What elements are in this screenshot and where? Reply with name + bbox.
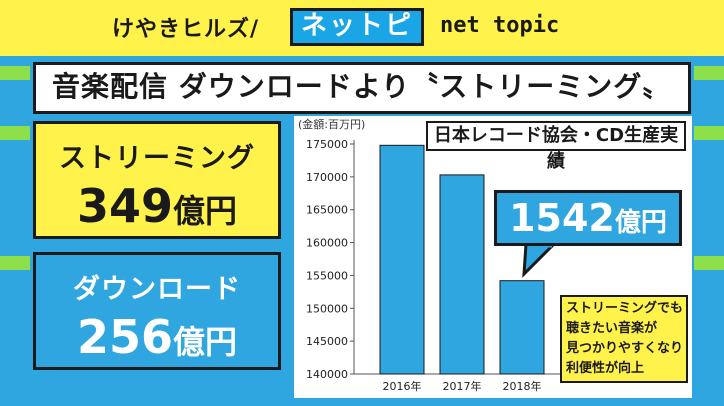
y-tick-label: 140000 [306, 368, 348, 381]
note-line: 見つかりやすくなり [566, 341, 684, 356]
y-tick-label: 165000 [306, 204, 348, 217]
y-tick-label: 160000 [306, 237, 348, 250]
callout-unit: 億円 [614, 208, 667, 238]
y-axis-label: (金額:百万円) [298, 117, 365, 131]
callout-total: 1542億円 [494, 190, 682, 246]
note-line: ストリーミングでも [566, 301, 684, 316]
decor-stripe [0, 66, 30, 80]
download-value: 256 [76, 310, 173, 364]
x-tick-label: 2018年 [503, 379, 542, 393]
streaming-stat-card: ストリーミング 349億円 [33, 121, 281, 239]
bar [499, 280, 545, 375]
source-label: 日本レコード協会・CD生産実績 [426, 121, 686, 172]
streaming-value-row: 349億円 [36, 179, 278, 233]
bar-chart: (金額:百万円) 140000 145000 150000 155000 160000 16… [298, 117, 564, 393]
header-bar: けやきヒルズ/ ネットピ net topic [0, 0, 724, 56]
download-label: ダウンロード [73, 274, 241, 305]
decor-stripe [694, 126, 724, 140]
x-tick-label: 2017年 [443, 379, 482, 393]
streaming-label: ストリーミング [59, 143, 255, 174]
streaming-value: 349 [76, 179, 173, 233]
download-stat-card: ダウンロード 256億円 [33, 252, 281, 370]
page-title: 音楽配信 ダウンロードより〝ストリーミング〟 [33, 62, 691, 114]
y-tick-label: 175000 [306, 138, 348, 151]
download-unit: 億円 [173, 323, 238, 361]
brand-text: けやきヒルズ/ [112, 17, 260, 42]
logo: ネットピ [290, 8, 424, 46]
y-tick-label: 155000 [306, 269, 348, 282]
bar [439, 174, 485, 375]
note-line: 聴きたい音楽が [566, 321, 658, 336]
note-line: 利便性が向上 [566, 361, 645, 376]
note-box: ストリーミングでも 聴きたい音楽が 見つかりやすくなり 利便性が向上 [560, 295, 688, 383]
bar [379, 144, 425, 375]
y-tick-label: 145000 [306, 335, 348, 348]
decor-stripe [0, 126, 30, 140]
decor-stripe [694, 256, 724, 270]
tagline: net topic [440, 13, 560, 38]
y-tick-label: 170000 [306, 171, 348, 184]
decor-stripe [694, 66, 724, 80]
streaming-unit: 億円 [173, 192, 238, 230]
x-tick-label: 2016年 [383, 379, 422, 393]
download-value-row: 256億円 [36, 310, 278, 364]
callout-value: 1542 [509, 196, 615, 240]
y-tick-label: 150000 [306, 302, 348, 315]
decor-stripe [0, 256, 30, 270]
